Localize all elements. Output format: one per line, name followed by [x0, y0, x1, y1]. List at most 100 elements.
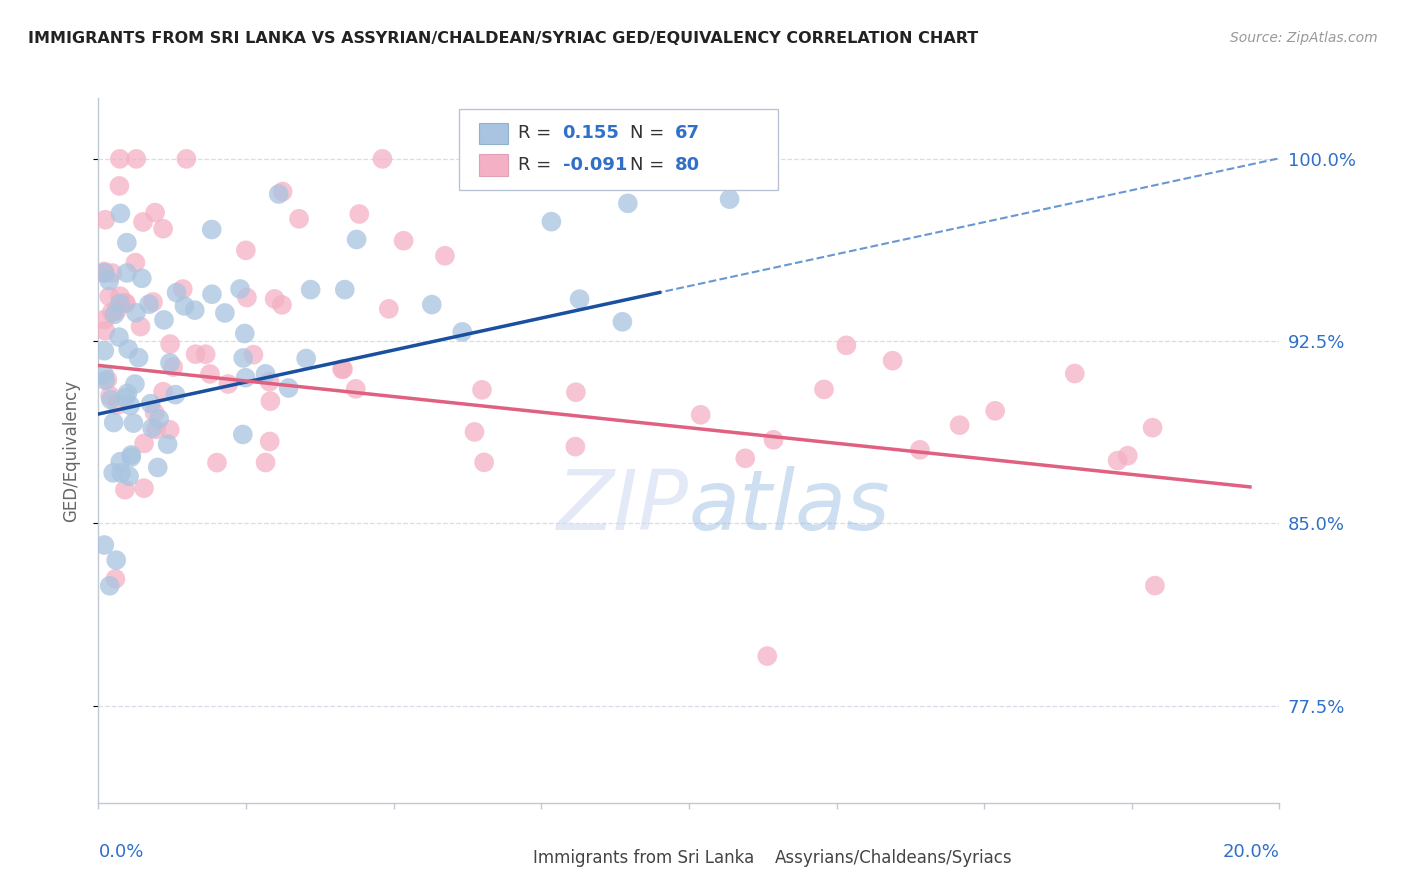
Point: [540, 214, 562, 228]
Point: [103, 466, 125, 480]
Point: [104, 572, 127, 586]
Point: [159, 337, 181, 351]
Point: [205, 456, 228, 470]
Point: [756, 649, 779, 664]
Point: [93, 343, 115, 358]
Point: [606, 152, 628, 166]
Point: [98, 289, 121, 303]
Point: [949, 418, 972, 433]
Text: 0.155: 0.155: [562, 124, 620, 143]
Text: R =: R =: [517, 124, 557, 143]
Point: [233, 326, 256, 341]
Point: [254, 367, 277, 381]
Point: [271, 298, 294, 312]
Point: [689, 408, 711, 422]
Bar: [742, 851, 768, 866]
Point: [463, 425, 485, 439]
Point: [152, 221, 174, 235]
Point: [100, 392, 122, 407]
Point: [93, 264, 115, 278]
Point: [98, 579, 121, 593]
Bar: [478, 123, 508, 144]
Point: [392, 234, 415, 248]
Point: [201, 222, 224, 236]
Point: [232, 427, 254, 442]
Point: [93, 368, 115, 382]
Point: [984, 404, 1007, 418]
Point: [120, 450, 142, 464]
Point: [143, 406, 166, 420]
Text: 67: 67: [675, 124, 700, 143]
Point: [152, 384, 174, 399]
Point: [433, 249, 456, 263]
Point: [110, 206, 132, 220]
Point: [125, 306, 148, 320]
Point: [108, 178, 131, 193]
Point: [166, 285, 188, 300]
Point: [564, 440, 586, 454]
Text: Source: ZipAtlas.com: Source: ZipAtlas.com: [1230, 31, 1378, 45]
Point: [124, 377, 146, 392]
Point: [165, 387, 187, 401]
Point: [93, 538, 115, 552]
Point: [93, 266, 115, 280]
Point: [420, 298, 443, 312]
Point: [242, 348, 264, 362]
Text: Assyrians/Chaldeans/Syriacs: Assyrians/Chaldeans/Syriacs: [775, 849, 1012, 867]
Point: [295, 351, 318, 366]
Point: [108, 330, 131, 344]
Point: [156, 437, 179, 451]
Point: [107, 398, 129, 412]
Point: [131, 271, 153, 285]
Point: [159, 423, 181, 437]
Point: [162, 359, 184, 374]
Point: [882, 353, 904, 368]
Y-axis label: GED/Equivalency: GED/Equivalency: [62, 379, 80, 522]
Point: [146, 460, 169, 475]
Point: [214, 306, 236, 320]
Point: [101, 266, 124, 280]
Point: [332, 362, 354, 376]
Point: [267, 187, 290, 202]
Point: [1107, 453, 1129, 467]
Point: [333, 283, 356, 297]
Point: [299, 283, 322, 297]
Point: [184, 347, 207, 361]
Point: [451, 325, 474, 339]
Point: [617, 196, 640, 211]
Point: [122, 416, 145, 430]
Point: [159, 356, 181, 370]
Point: [723, 152, 745, 166]
Point: [103, 416, 125, 430]
Point: [718, 192, 741, 206]
Point: [1116, 449, 1139, 463]
Point: [176, 152, 198, 166]
Point: [349, 207, 371, 221]
Point: [612, 315, 634, 329]
Point: [120, 448, 142, 462]
Point: [565, 385, 588, 400]
Point: [908, 442, 931, 457]
Point: [173, 299, 195, 313]
Point: [110, 455, 132, 469]
Bar: [501, 851, 526, 866]
Point: [1063, 367, 1085, 381]
Point: [288, 211, 311, 226]
Point: [263, 292, 285, 306]
Point: [472, 455, 495, 469]
Point: [103, 307, 125, 321]
Point: [120, 399, 142, 413]
Bar: [478, 154, 508, 176]
Point: [184, 303, 207, 318]
Point: [145, 422, 167, 436]
Point: [259, 375, 281, 389]
Point: [98, 389, 121, 403]
Text: 20.0%: 20.0%: [1223, 843, 1279, 861]
Point: [734, 451, 756, 466]
Point: [115, 235, 138, 250]
Point: [194, 347, 217, 361]
Point: [762, 433, 785, 447]
Text: 80: 80: [675, 156, 700, 174]
Point: [143, 205, 166, 219]
Point: [153, 313, 176, 327]
